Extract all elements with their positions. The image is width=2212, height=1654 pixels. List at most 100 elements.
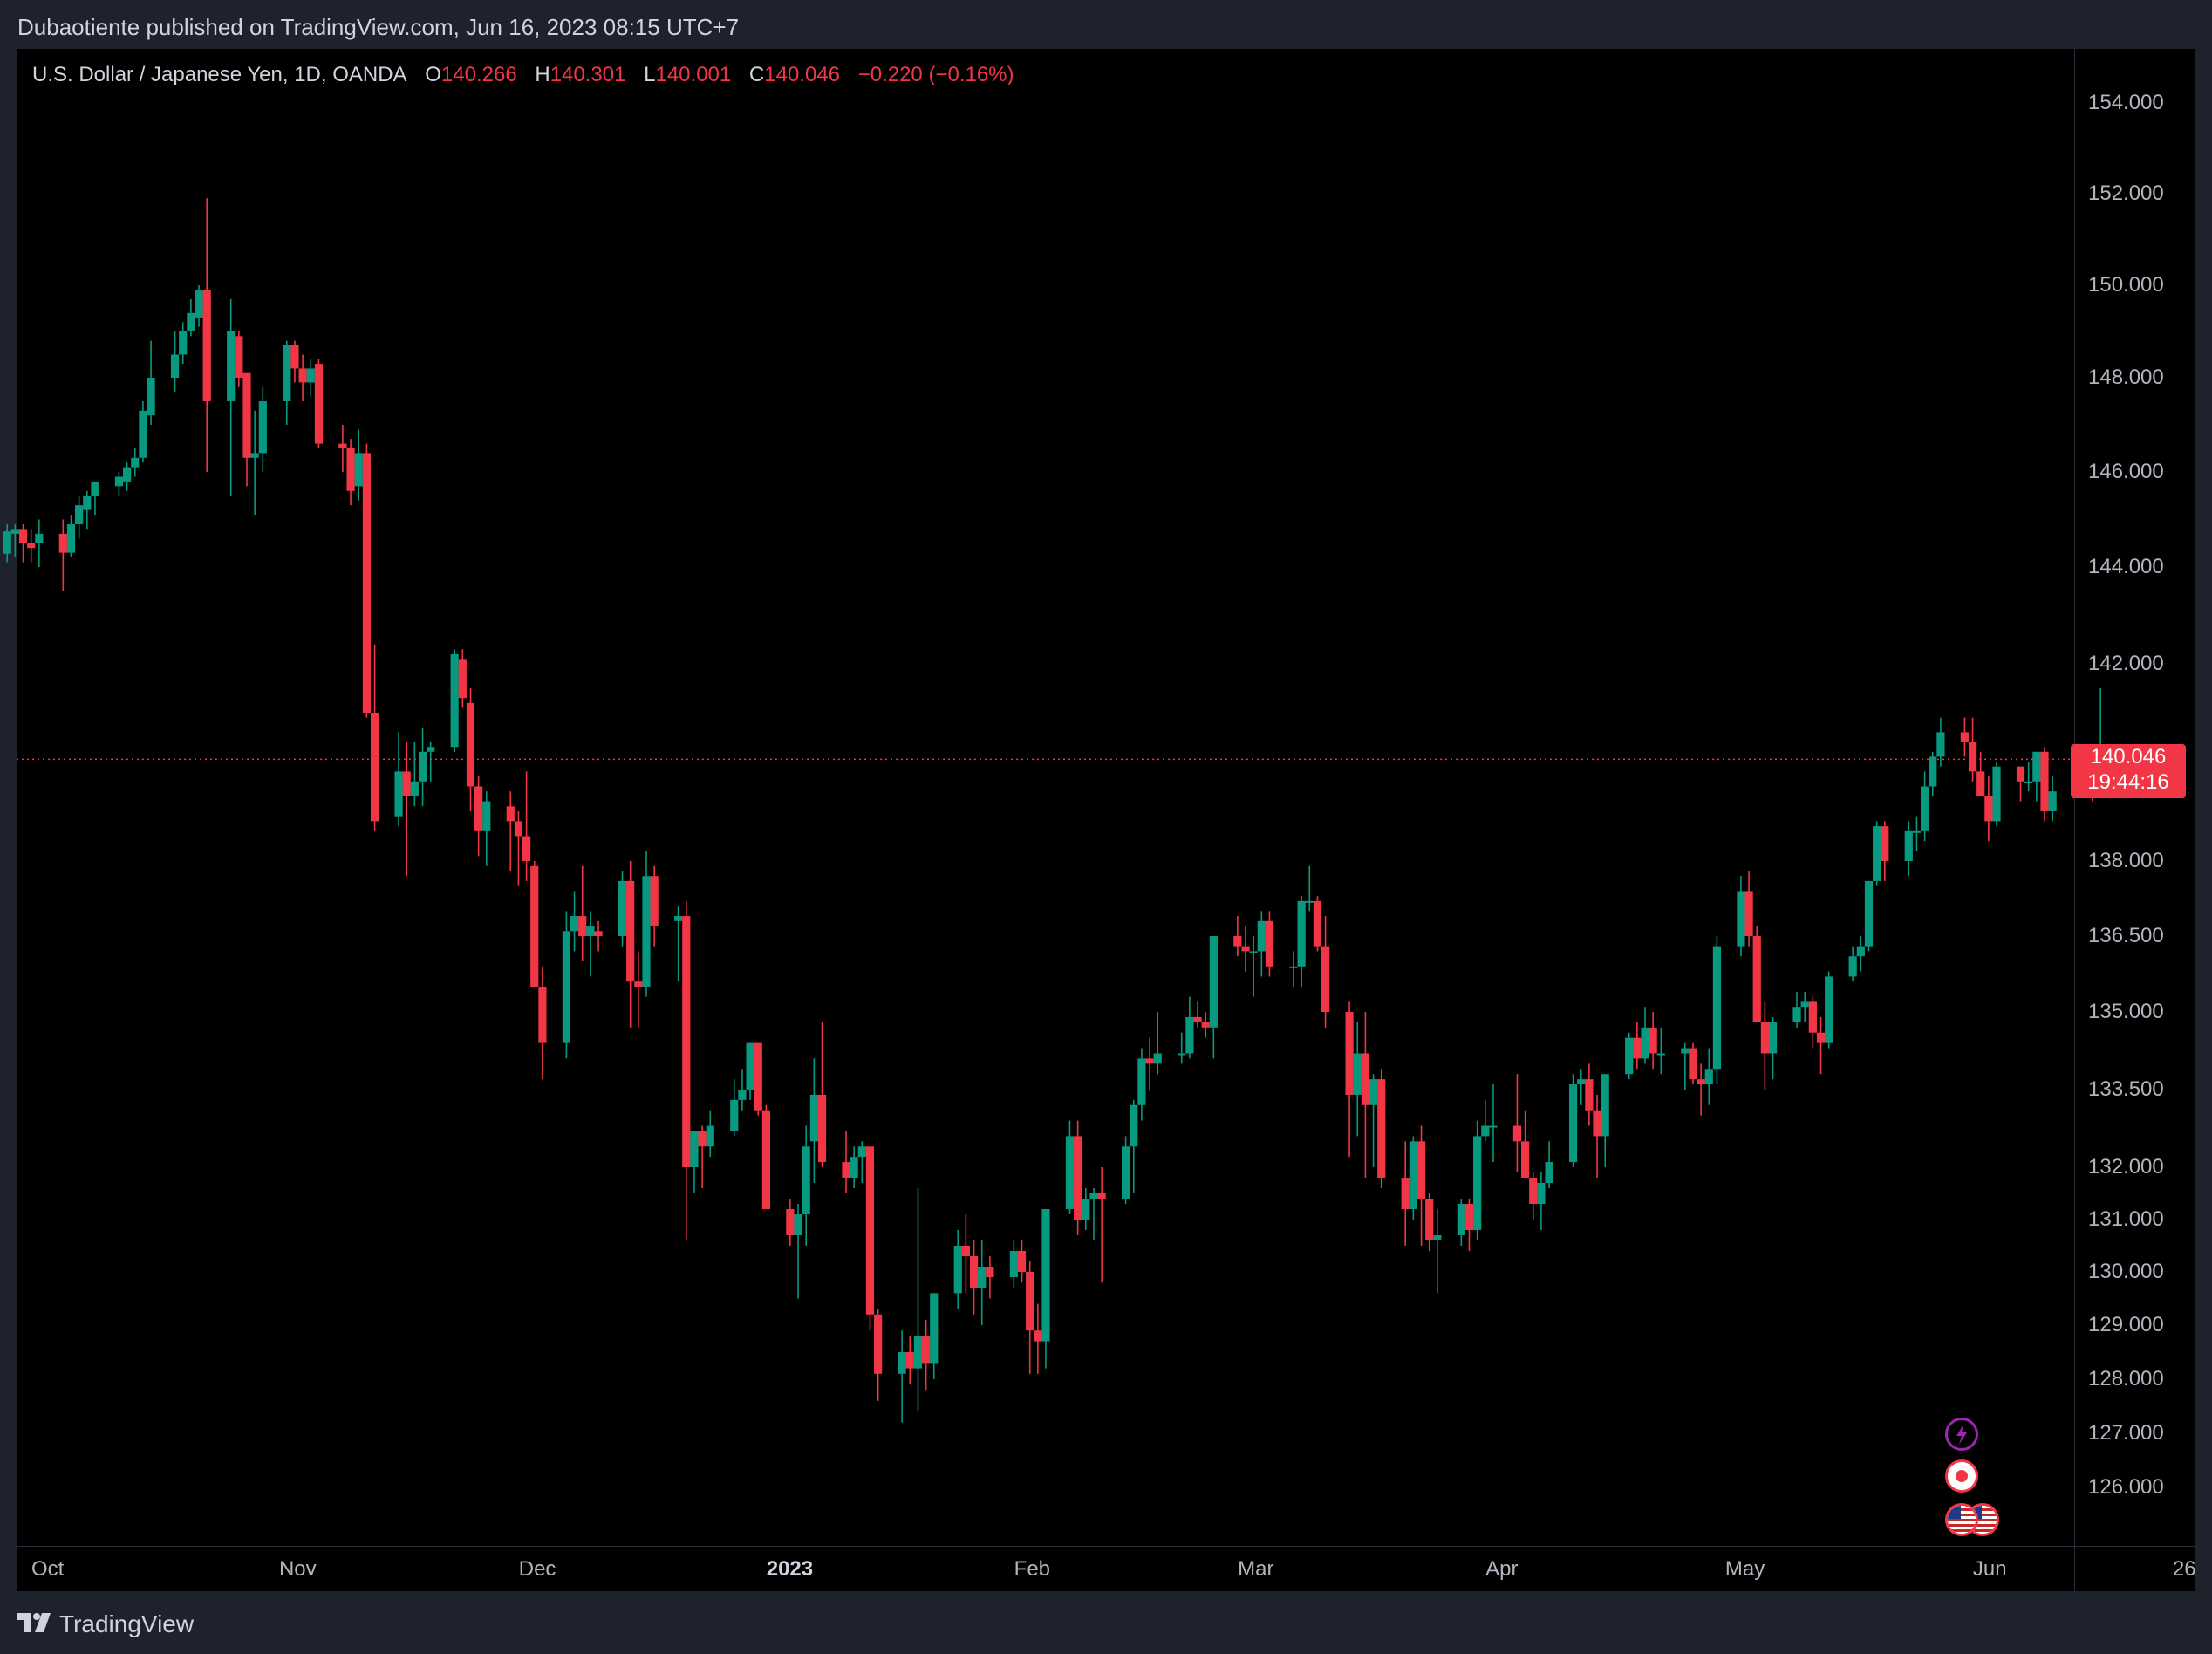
price-tick-label: 152.000	[2088, 181, 2164, 205]
lightning-icon[interactable]	[1945, 1418, 1978, 1451]
candle-body	[1074, 1136, 1082, 1220]
candle-body	[1873, 826, 1881, 881]
candle-body	[570, 916, 579, 932]
candle-body	[66, 523, 76, 553]
candle-body	[1481, 1125, 1490, 1137]
candle-body	[1904, 830, 1913, 861]
time-tick-label: May	[1724, 1557, 1765, 1581]
candle-body	[227, 331, 236, 401]
price-tick-label: 129.000	[2088, 1313, 2164, 1336]
candle-body	[1521, 1141, 1530, 1178]
candle-body	[1401, 1178, 1410, 1209]
candle-body	[1921, 786, 1929, 831]
candle-body	[746, 1042, 754, 1090]
candle-body	[427, 747, 435, 752]
candle-body	[410, 781, 419, 796]
bar-countdown: 19:44:16	[2087, 770, 2169, 794]
candle-body	[1593, 1110, 1601, 1137]
candle-body	[842, 1162, 850, 1178]
candle-body	[978, 1267, 987, 1288]
candle-body	[338, 443, 347, 448]
price-tick-label: 130.000	[2088, 1260, 2164, 1283]
price-tick-label: 138.000	[2088, 849, 2164, 872]
time-tick-label: Nov	[278, 1557, 317, 1581]
candle-body	[1353, 1053, 1362, 1095]
candle-body	[2024, 781, 2033, 783]
symbol-legend[interactable]: U.S. Dollar / Japanese Yen, 1D, OANDA O1…	[32, 60, 1014, 90]
time-tick-label: Oct	[31, 1557, 65, 1581]
candle-body	[1792, 1007, 1801, 1022]
candle-body	[809, 1094, 818, 1142]
price-tick-label: 142.000	[2088, 652, 2164, 675]
candle-body	[1178, 1053, 1186, 1056]
candle-body	[786, 1209, 795, 1235]
candle-body	[1026, 1272, 1034, 1331]
candle-body	[850, 1157, 858, 1178]
candle-body	[83, 496, 92, 510]
candle-body	[1744, 891, 1753, 936]
candle-body	[922, 1336, 931, 1364]
candle-body	[1704, 1069, 1713, 1085]
candle-body	[594, 931, 603, 936]
candle-body	[1097, 1193, 1106, 1199]
candle-body	[674, 916, 683, 921]
candle-body	[1473, 1136, 1482, 1230]
candle-body	[1633, 1037, 1642, 1059]
candle-body	[1641, 1027, 1649, 1059]
candle-body	[466, 702, 475, 787]
candle-body	[1585, 1079, 1594, 1111]
candle-body	[131, 457, 140, 468]
candle-body	[1321, 946, 1330, 1012]
candle-body	[961, 1246, 970, 1256]
candle-body	[290, 345, 299, 369]
candle-body	[402, 771, 411, 796]
candle-body	[578, 916, 587, 936]
low-label: L	[644, 63, 656, 86]
candle-body	[514, 821, 523, 837]
candle-body	[2016, 766, 2025, 782]
open-value: 140.266	[440, 63, 517, 86]
japan-flag-icon[interactable]	[1945, 1459, 1978, 1493]
candle-body	[1201, 1022, 1210, 1028]
candle-body	[1289, 966, 1298, 968]
candle-body	[761, 1110, 770, 1209]
candle-body	[10, 529, 19, 534]
price-tick-label: 128.000	[2088, 1367, 2164, 1391]
candle-body	[969, 1256, 979, 1288]
candle-body	[1082, 1199, 1090, 1220]
chart-panel[interactable]	[17, 49, 2195, 1591]
price-tick-label: 154.000	[2088, 91, 2164, 114]
open-label: O	[425, 63, 441, 86]
candle-body	[634, 981, 643, 987]
symbol-title[interactable]: U.S. Dollar / Japanese Yen, 1D, OANDA	[32, 63, 407, 86]
candle-body	[91, 481, 99, 496]
candle-body	[1034, 1330, 1042, 1342]
tradingview-footer[interactable]: TradingView	[17, 1609, 194, 1640]
candle-body	[1577, 1079, 1586, 1085]
candle-body	[1825, 976, 1833, 1043]
price-tick-label: 135.000	[2088, 1000, 2164, 1023]
candle-body	[1912, 830, 1922, 833]
candle-body	[1464, 1204, 1474, 1230]
candle-body	[1377, 1079, 1386, 1178]
candle-body	[1297, 900, 1306, 967]
candle-body	[1185, 1016, 1194, 1054]
candle-body	[1257, 920, 1266, 952]
candle-body	[642, 876, 651, 987]
us-flag-icon[interactable]	[1945, 1503, 1978, 1536]
candle-body	[874, 1314, 883, 1374]
candle-body	[346, 448, 355, 491]
candle-body	[123, 467, 132, 482]
candle-body	[2032, 751, 2041, 782]
candle-body	[1361, 1053, 1369, 1105]
candle-body	[1313, 900, 1322, 947]
candle-body	[1137, 1058, 1146, 1105]
candle-body	[1656, 1053, 1665, 1056]
current-price-tag: 140.046 19:44:16	[2071, 744, 2186, 798]
candles-layer	[3, 198, 2113, 1423]
price-tick-label: 132.000	[2088, 1155, 2164, 1179]
candle-body	[1089, 1193, 1098, 1199]
candle-body	[898, 1352, 906, 1374]
candle-body	[530, 865, 539, 987]
